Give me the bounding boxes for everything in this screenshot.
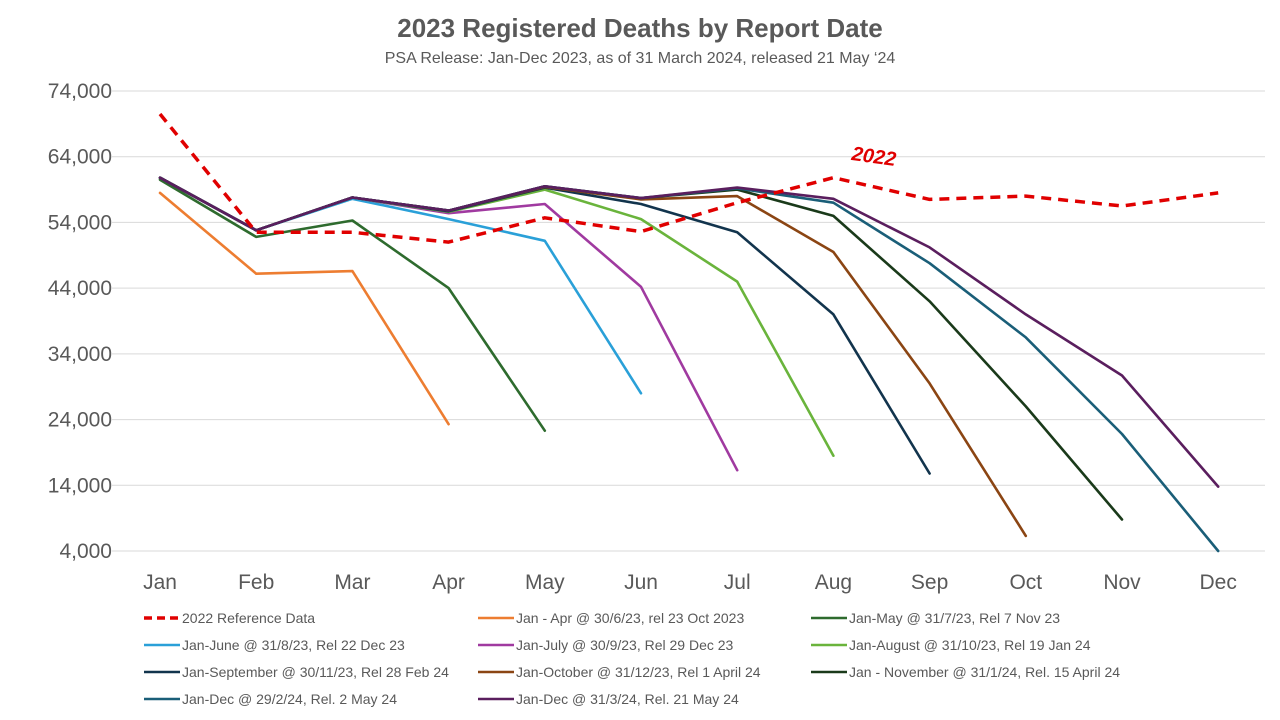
y-tick-label: 34,000 [48,343,112,366]
x-tick-label: Oct [1009,571,1042,594]
x-tick-label: Feb [238,571,274,594]
chart-title: 2023 Registered Deaths by Report Date [397,13,883,43]
x-tick-label: Nov [1103,571,1141,594]
y-tick-label: 14,000 [48,474,112,497]
x-tick-label: Mar [334,571,370,594]
series-line [158,176,1220,553]
x-tick-label: Apr [432,571,465,594]
x-tick-label: Jan [143,571,177,594]
series-line [158,176,835,458]
legend-label: Jan-August @ 31/10/23, Rel 19 Jan 24 [849,637,1091,653]
x-tick-label: Dec [1200,571,1237,594]
y-tick-label: 64,000 [48,146,112,169]
series-line [158,112,1219,244]
series-line [158,191,450,426]
series-line [158,176,643,395]
y-axis-ticks: 4,000 14,000 24,000 34,000 44,000 54,000 64,00… [48,80,112,563]
x-axis-ticks: Jan Feb Mar Apr May Jun Jul Aug Sep Oct Nov Dec [143,571,1237,594]
legend-label: Jan-Dec @ 29/2/24, Rel. 2 May 24 [182,691,397,707]
x-tick-label: May [525,571,565,594]
gridlines [112,90,1265,552]
series-lines [158,112,1220,553]
series-line [158,176,1220,488]
legend: 2022 Reference Data Jan - Apr @ 30/6/23, … [144,610,1120,707]
series-line [158,178,547,433]
annotation-2022: 2022 [849,143,897,171]
legend-label: Jan-October @ 31/12/23, Rel 1 April 24 [516,664,761,680]
legend-label: Jan - November @ 31/1/24, Rel. 15 April … [849,664,1120,680]
legend-label: Jan-Dec @ 31/3/24, Rel. 21 May 24 [516,691,739,707]
x-tick-label: Jul [724,571,751,594]
x-tick-label: Sep [911,571,948,594]
x-tick-label: Aug [815,571,852,594]
x-tick-label: Jun [624,571,658,594]
legend-label: 2022 Reference Data [182,610,315,626]
y-tick-label: 74,000 [48,80,112,103]
legend-label: Jan-June @ 31/8/23, Rel 22 Dec 23 [182,637,405,653]
legend-label: Jan - Apr @ 30/6/23, rel 23 Oct 2023 [516,610,744,626]
legend-label: Jan-May @ 31/7/23, Rel 7 Nov 23 [849,610,1060,626]
y-tick-label: 54,000 [48,211,112,234]
y-tick-label: 44,000 [48,277,112,300]
y-tick-label: 4,000 [59,540,112,563]
y-tick-label: 24,000 [48,409,112,432]
legend-label: Jan-July @ 30/9/23, Rel 29 Dec 23 [516,637,734,653]
chart-subtitle: PSA Release: Jan-Dec 2023, as of 31 Marc… [385,50,896,67]
legend-label: Jan-September @ 30/11/23, Rel 28 Feb 24 [182,664,449,680]
